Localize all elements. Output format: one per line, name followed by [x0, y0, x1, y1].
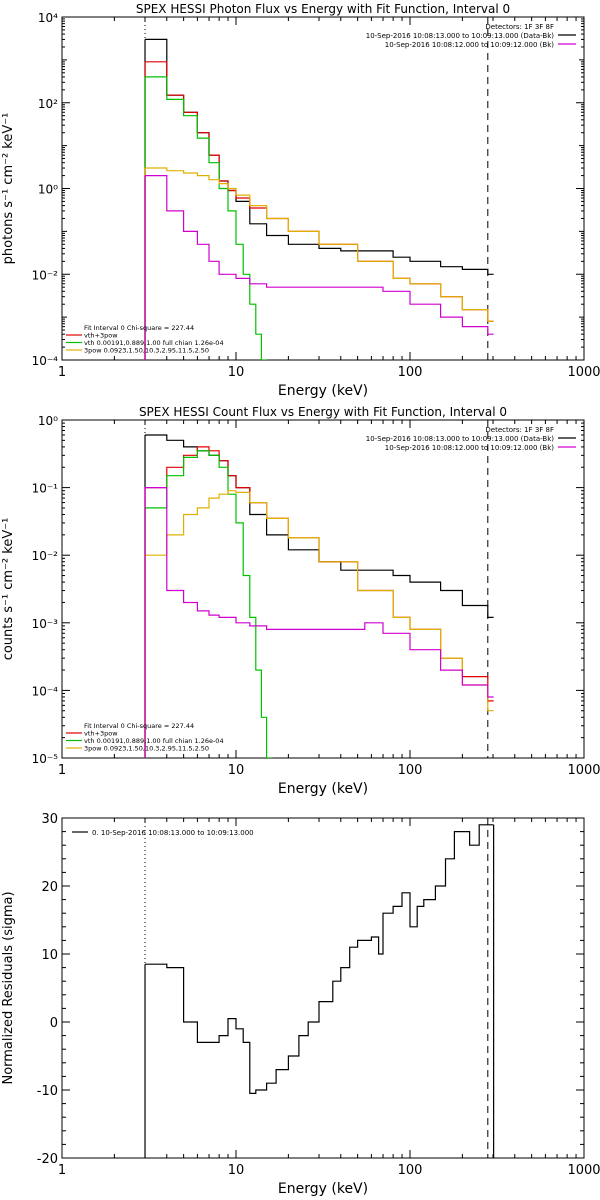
y-tick-label: 10⁴ [38, 11, 58, 25]
legend-bottom-left-entry: vth 0.00191,0.889,1.00 full chian 1.26e-… [84, 737, 224, 745]
y-tick-label: 10⁰ [38, 414, 58, 428]
series-line-vth [145, 450, 273, 758]
x-tick-label: 100 [398, 365, 423, 380]
x-tick-label: 1 [58, 365, 66, 380]
y-tick-label: 30 [41, 812, 58, 827]
chart-title: SPEX HESSI Count Flux vs Energy with Fit… [139, 405, 507, 419]
y-tick-label: 10⁻² [32, 549, 59, 563]
x-tick-label: 1000 [567, 763, 600, 778]
series-line-3pow [145, 167, 494, 322]
x-tick-label: 1 [58, 763, 66, 778]
y-tick-label: 10⁰ [38, 183, 58, 197]
y-tick-label: 10⁻² [32, 268, 59, 282]
chart-title: SPEX HESSI Photon Flux vs Energy with Fi… [136, 2, 510, 16]
y-tick-label: 10 [41, 948, 58, 963]
legend-bottom-left-entry: vth+3pow [84, 332, 118, 340]
y-tick-label: 10⁻⁴ [32, 354, 59, 368]
series-line-bk [145, 175, 494, 335]
legend-top-right-entry: 10-Sep-2016 10:08:13.000 to 10:09:13.000… [366, 435, 555, 443]
x-tick-label: 100 [398, 1163, 423, 1178]
series-line-bk [145, 487, 494, 698]
series-group [144, 434, 494, 758]
y-tick-label: 10⁻¹ [32, 482, 59, 496]
y-tick-label: 10⁻⁴ [32, 684, 59, 698]
series-group [144, 38, 494, 360]
plot-frame [61, 419, 585, 759]
x-tick-label: 10 [228, 763, 245, 778]
y-tick-label: 10² [38, 97, 58, 111]
series-line-vth-3pow [145, 61, 494, 322]
x-tick-label: 10 [228, 365, 245, 380]
legend-bottom-left-entry: vth+3pow [84, 730, 118, 738]
x-tick-label: 10 [228, 1163, 245, 1178]
y-axis-label: photons s⁻¹ cm⁻² keV⁻¹ [1, 113, 16, 265]
series-group [144, 824, 495, 1158]
legend-bottom-left-entry: vth 0.00191,0.889,1.00 full chian 1.26e-… [84, 339, 224, 347]
series-line-vth [145, 76, 268, 360]
legend-top-right-entry: Detectors: 1F 3F 8F [485, 23, 554, 31]
plot-frame [61, 817, 585, 1159]
legend-top-right-entry: 10-Sep-2016 10:08:12.000 to 10:09:12.000… [385, 444, 555, 452]
x-tick-label: 100 [398, 763, 423, 778]
legend-top-right-entry: Detectors: 1F 3F 8F [485, 426, 554, 434]
y-tick-label: -10 [37, 1084, 58, 1099]
series-line-vth-3pow [145, 446, 494, 702]
y-tick-label: 10⁻³ [32, 617, 59, 631]
y-tick-label: 20 [41, 880, 58, 895]
x-axis-label: Energy (keV) [278, 781, 368, 797]
y-axis-label: counts s⁻¹ cm⁻² keV⁻¹ [1, 518, 16, 661]
x-tick-label: 1000 [567, 1163, 600, 1178]
legend-top-right-entry: 10-Sep-2016 10:08:12.000 to 10:09:12.000… [385, 41, 555, 49]
plot-frame [61, 16, 585, 361]
legend-bottom-left-entry: 3pow 0.0923,1.50,10.3,2.95,11.5,2.50 [84, 745, 209, 753]
y-axis-label: Normalized Residuals (sigma) [1, 891, 16, 1084]
legend-bottom-left-entry: 3pow 0.0923,1.50,10.3,2.95,11.5,2.50 [84, 347, 209, 355]
x-axis-label: Energy (keV) [278, 1181, 368, 1197]
series-line-3pow [145, 490, 494, 712]
x-axis-label: Energy (keV) [278, 383, 368, 399]
legend-top-right-entry: 10-Sep-2016 10:08:13.000 to 10:09:13.000… [366, 32, 555, 40]
legend-bottom-left-entry: Fit Interval 0 Chi-square = 227.44 [84, 722, 194, 730]
y-tick-label: 0 [50, 1016, 58, 1031]
legend-bottom-left-entry: Fit Interval 0 Chi-square = 227.44 [84, 324, 194, 332]
x-tick-label: 1 [58, 1163, 66, 1178]
series-line-residuals [145, 824, 494, 1094]
series-line-data-bk [145, 434, 494, 618]
legend-top-left-entry: 0. 10-Sep-2016 10:08:13.000 to 10:09:13.… [92, 829, 254, 837]
y-tick-label: -20 [37, 1152, 58, 1167]
y-tick-label: 10⁻⁵ [32, 752, 59, 766]
x-tick-label: 1000 [567, 365, 600, 380]
